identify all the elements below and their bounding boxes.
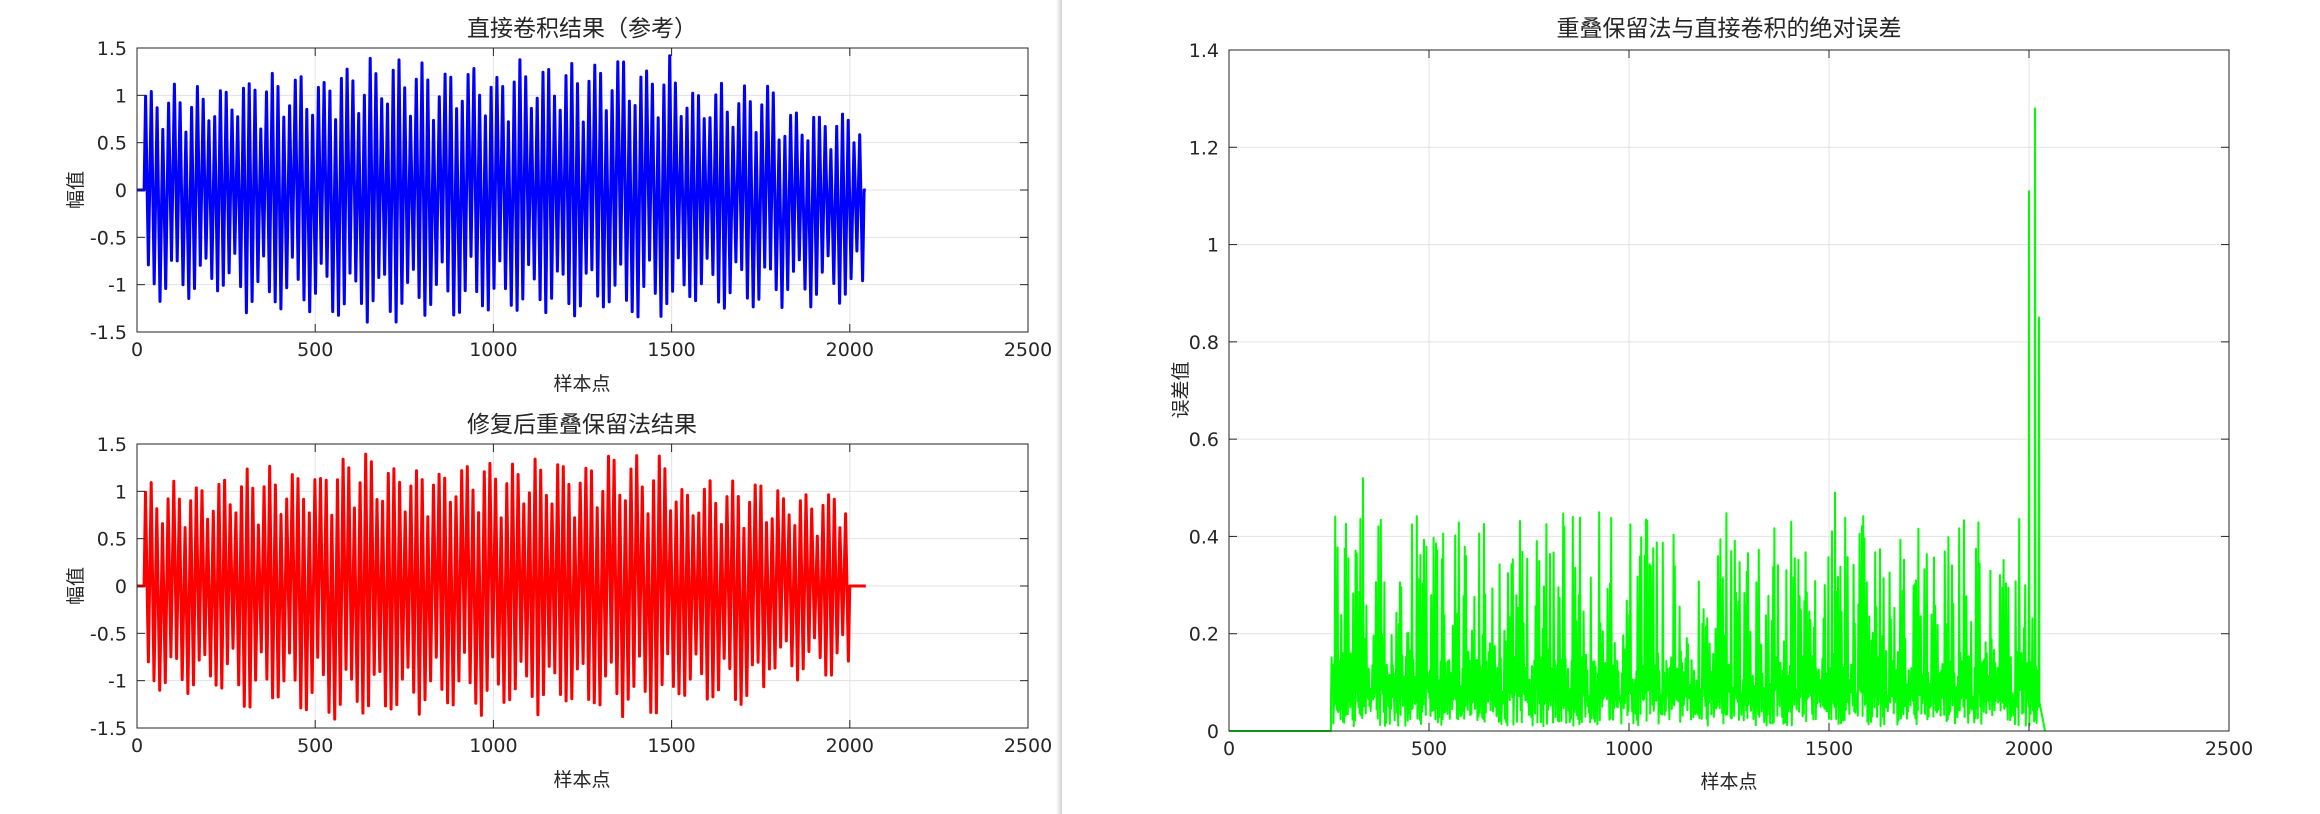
y-tick-label: 1.2 — [1189, 137, 1219, 159]
x-tick-label: 2500 — [1004, 735, 1052, 757]
x-tick-label: 2000 — [826, 339, 874, 361]
y-axis-label: 误差值 — [1170, 361, 1192, 418]
y-tick-label: 0.6 — [1189, 429, 1219, 451]
x-tick-label: 1000 — [469, 339, 517, 361]
signal-layer — [137, 54, 866, 324]
y-tick-label: 0.5 — [97, 529, 127, 551]
x-tick-label: 500 — [297, 735, 333, 757]
x-tick-label: 0 — [131, 735, 143, 757]
x-tick-label: 2000 — [826, 735, 874, 757]
y-tick-label: 0.2 — [1189, 624, 1219, 646]
x-tick-label: 1500 — [1805, 738, 1853, 760]
x-tick-label: 500 — [1411, 738, 1447, 760]
y-tick-label: -0.5 — [90, 623, 127, 645]
y-tick-label: 0.4 — [1189, 526, 1219, 548]
y-tick-label: 0.8 — [1189, 332, 1219, 354]
x-tick-label: 1500 — [647, 339, 695, 361]
y-tick-label: 0 — [115, 180, 127, 202]
x-tick-label: 1500 — [647, 735, 695, 757]
x-tick-label: 2000 — [2005, 738, 2053, 760]
y-tick-label: 1 — [115, 481, 127, 503]
y-axis-label: 幅值 — [65, 171, 87, 209]
y-tick-label: -1.5 — [90, 718, 127, 740]
chart-absolute-error: 0 500 1000 1500 2000 2500 0 0.2 0.4 0.6 0.8 1 1.2 1.4… — [1170, 16, 2253, 793]
chart-title: 修复后重叠保留法结果 — [467, 412, 697, 438]
y-tick-label: -1.5 — [90, 322, 127, 344]
x-axis-label: 样本点 — [1700, 771, 1757, 793]
signal-layer — [1229, 107, 2046, 732]
x-tick-label: 2500 — [2205, 738, 2253, 760]
chart-title: 重叠保留法与直接卷积的绝对误差 — [1557, 16, 1902, 42]
y-tick-label: 1.5 — [97, 434, 127, 456]
y-tick-label: 1 — [1207, 235, 1219, 257]
axes-box — [1228, 49, 2230, 732]
y-axis-label: 幅值 — [65, 567, 87, 605]
series-line — [137, 452, 866, 721]
y-tick-label: -0.5 — [90, 227, 127, 249]
y-tick-label: -1 — [108, 671, 127, 693]
chart-title: 直接卷积结果（参考） — [467, 16, 697, 42]
tick-layer: 0 500 1000 1500 2000 2500 0 0.2 0.4 0.6 0.8 1 1.2 1.4 — [1189, 40, 2253, 760]
x-tick-label: 1000 — [469, 735, 517, 757]
right-figure-panel: 0 500 1000 1500 2000 2500 0 0.2 0.4 0.6 0.8 1 1.2 1.4… — [1062, 0, 2320, 814]
x-tick-label: 500 — [297, 339, 333, 361]
y-tick-label: 1.4 — [1189, 40, 1219, 62]
left-figure-panel: 0 500 1000 1500 2000 2500 -1.5 -1 -0.5 0 0.5 1 1.5 直… — [0, 0, 1062, 814]
y-tick-label: 1.5 — [97, 38, 127, 60]
signal-layer — [137, 452, 866, 721]
y-tick-label: -1 — [108, 275, 127, 297]
x-tick-label: 1000 — [1605, 738, 1653, 760]
x-tick-label: 0 — [131, 339, 143, 361]
series-line — [1229, 107, 2046, 732]
x-tick-label: 0 — [1223, 738, 1235, 760]
chart-overlap-save-result: 0 500 1000 1500 2000 2500 -1.5 -1 -0.5 0 0.5 1 1.5 修… — [65, 412, 1052, 791]
y-tick-label: 0 — [1207, 721, 1219, 743]
y-tick-label: 0.5 — [97, 133, 127, 155]
x-axis-label: 样本点 — [553, 373, 610, 395]
chart-reference-convolution: 0 500 1000 1500 2000 2500 -1.5 -1 -0.5 0 0.5 1 1.5 直… — [65, 16, 1052, 395]
y-tick-label: 0 — [115, 576, 127, 598]
x-tick-label: 2500 — [1004, 339, 1052, 361]
tick-layer: 0 500 1000 1500 2000 2500 -1.5 -1 -0.5 0 0.5 1 1.5 — [90, 434, 1052, 757]
y-tick-label: 1 — [115, 85, 127, 107]
series-line — [137, 54, 866, 324]
tick-layer: 0 500 1000 1500 2000 2500 -1.5 -1 -0.5 0 0.5 1 1.5 — [90, 38, 1052, 361]
x-axis-label: 样本点 — [553, 769, 610, 791]
